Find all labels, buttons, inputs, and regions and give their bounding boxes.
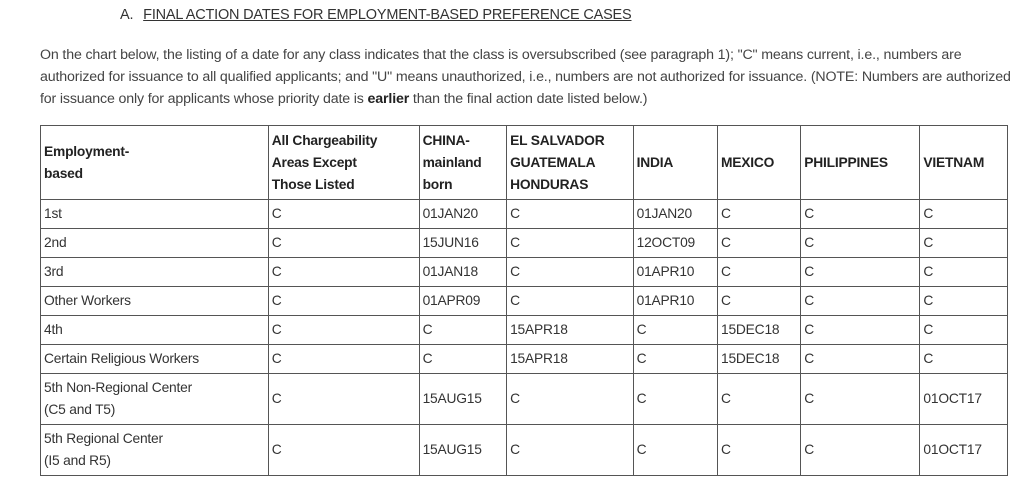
header-china: CHINA- mainland born bbox=[418, 125, 508, 200]
table-header-row: Employment- based All Chargeability Area… bbox=[40, 125, 1008, 200]
row-label: 5th Regional Center (I5 and R5) bbox=[40, 424, 269, 476]
row-label: 3rd bbox=[40, 257, 269, 287]
table-row: 3rd C 01JAN18 C 01APR10 C C C bbox=[40, 257, 1008, 287]
table-cell: C bbox=[267, 228, 420, 258]
table-row: 4th C C 15APR18 C 15DEC18 C C bbox=[40, 315, 1008, 345]
table-cell: 15AUG15 bbox=[418, 373, 508, 425]
table-cell: 15AUG15 bbox=[418, 424, 508, 476]
table-cell: C bbox=[632, 424, 718, 476]
table-cell: 15DEC18 bbox=[716, 344, 802, 374]
table-cell: C bbox=[632, 344, 718, 374]
table-cell: 01APR09 bbox=[418, 286, 508, 316]
table-cell: 12OCT09 bbox=[632, 228, 718, 258]
table-cell: C bbox=[506, 228, 634, 258]
table-cell: 15JUN16 bbox=[418, 228, 508, 258]
table-cell: C bbox=[919, 199, 1008, 229]
header-india: INDIA bbox=[632, 125, 718, 200]
intro-text-end: than the final action date listed below.… bbox=[409, 91, 648, 107]
table-row: 5th Regional Center (I5 and R5) C 15AUG1… bbox=[40, 424, 1008, 476]
table-cell: 01APR10 bbox=[632, 286, 718, 316]
row-label: Other Workers bbox=[40, 286, 269, 316]
table-cell: C bbox=[716, 373, 802, 425]
row-label: Certain Religious Workers bbox=[40, 344, 269, 374]
table-cell: C bbox=[716, 257, 802, 287]
section-heading: A. FINAL ACTION DATES FOR EMPLOYMENT-BAS… bbox=[120, 7, 632, 23]
intro-text: On the chart below, the listing of a dat… bbox=[40, 47, 1011, 107]
intro-paragraph: On the chart below, the listing of a dat… bbox=[40, 44, 1015, 110]
table-cell: C bbox=[506, 373, 634, 425]
table-cell: C bbox=[800, 344, 921, 374]
table-cell: 01APR10 bbox=[632, 257, 718, 287]
table-cell: C bbox=[800, 286, 921, 316]
table-cell: C bbox=[800, 424, 921, 476]
section-title: FINAL ACTION DATES FOR EMPLOYMENT-BASED … bbox=[143, 7, 632, 23]
table-cell: C bbox=[800, 257, 921, 287]
table-cell: C bbox=[716, 424, 802, 476]
table-cell: C bbox=[267, 199, 420, 229]
table-row: 1st C 01JAN20 C 01JAN20 C C C bbox=[40, 199, 1008, 229]
header-vietnam: VIETNAM bbox=[919, 125, 1008, 200]
table-cell: C bbox=[800, 315, 921, 345]
table-cell: C bbox=[506, 424, 634, 476]
table-cell: 01JAN18 bbox=[418, 257, 508, 287]
header-all-chargeability: All Chargeability Areas Except Those Lis… bbox=[267, 125, 420, 200]
final-action-dates-table: Employment- based All Chargeability Area… bbox=[40, 125, 1008, 476]
table-cell: 01JAN20 bbox=[418, 199, 508, 229]
table-cell: C bbox=[267, 257, 420, 287]
table-cell: C bbox=[800, 228, 921, 258]
table-cell: C bbox=[267, 373, 420, 425]
table-cell: C bbox=[800, 199, 921, 229]
table-cell: C bbox=[418, 315, 508, 345]
row-label: 4th bbox=[40, 315, 269, 345]
table-cell: C bbox=[919, 315, 1008, 345]
table-cell: 01OCT17 bbox=[919, 424, 1008, 476]
table-cell: C bbox=[267, 286, 420, 316]
table-cell: C bbox=[418, 344, 508, 374]
table-cell: C bbox=[506, 286, 634, 316]
table-cell: C bbox=[919, 257, 1008, 287]
header-philippines: PHILIPPINES bbox=[800, 125, 921, 200]
table-cell: C bbox=[632, 315, 718, 345]
table-cell: C bbox=[632, 373, 718, 425]
table-cell: C bbox=[267, 344, 420, 374]
table-cell: C bbox=[716, 286, 802, 316]
header-employment-based: Employment- based bbox=[40, 125, 269, 200]
table-cell: C bbox=[506, 257, 634, 287]
table-cell: C bbox=[919, 344, 1008, 374]
table-cell: C bbox=[919, 286, 1008, 316]
header-el-salvador-guatemala-honduras: EL SALVADOR GUATEMALA HONDURAS bbox=[506, 125, 634, 200]
table-cell: 01JAN20 bbox=[632, 199, 718, 229]
table-cell: 01OCT17 bbox=[919, 373, 1008, 425]
table-cell: 15DEC18 bbox=[716, 315, 802, 345]
table-cell: C bbox=[267, 315, 420, 345]
table-cell: C bbox=[267, 424, 420, 476]
intro-emphasis: earlier bbox=[367, 91, 410, 107]
header-mexico: MEXICO bbox=[716, 125, 802, 200]
table-cell: 15APR18 bbox=[506, 344, 634, 374]
table-cell: C bbox=[716, 199, 802, 229]
section-letter: A. bbox=[120, 7, 134, 23]
row-label: 5th Non-Regional Center (C5 and T5) bbox=[40, 373, 269, 425]
table-row: 2nd C 15JUN16 C 12OCT09 C C C bbox=[40, 228, 1008, 258]
table-row: Other Workers C 01APR09 C 01APR10 C C C bbox=[40, 286, 1008, 316]
table-cell: 15APR18 bbox=[506, 315, 634, 345]
table-row: Certain Religious Workers C C 15APR18 C … bbox=[40, 344, 1008, 374]
row-label: 1st bbox=[40, 199, 269, 229]
row-label: 2nd bbox=[40, 228, 269, 258]
table-cell: C bbox=[800, 373, 921, 425]
table-row: 5th Non-Regional Center (C5 and T5) C 15… bbox=[40, 373, 1008, 425]
table-cell: C bbox=[716, 228, 802, 258]
table-cell: C bbox=[506, 199, 634, 229]
table-cell: C bbox=[919, 228, 1008, 258]
